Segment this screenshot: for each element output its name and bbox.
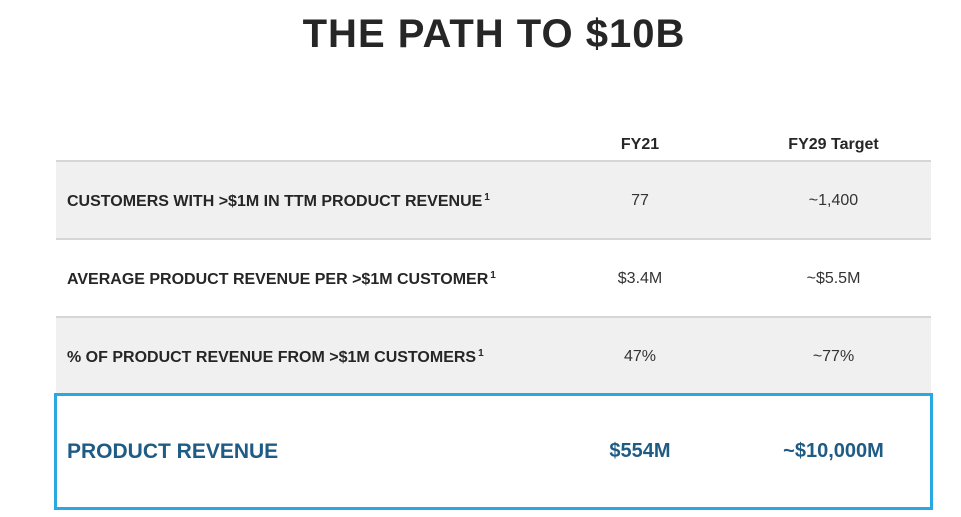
total-fy21: $554M <box>609 440 671 462</box>
page-title: THE PATH TO $10B <box>302 12 686 56</box>
table-row-revenue-share: % OF PRODUCT REVENUE FROM >$1M CUSTOMERS… <box>56 318 931 396</box>
cell-fy29: ~1,400 <box>808 192 859 209</box>
row-label: AVERAGE PRODUCT REVENUE PER >$1M CUSTOME… <box>67 270 496 288</box>
column-header-fy29-target: FY29 Target <box>788 136 879 153</box>
cell-fy29: ~$5.5M <box>806 270 861 287</box>
metrics-table: FY21 FY29 Target CUSTOMERS WITH >$1M IN … <box>56 128 931 396</box>
total-fy29: ~$10,000M <box>783 440 884 462</box>
table-row-customers: CUSTOMERS WITH >$1M IN TTM PRODUCT REVEN… <box>56 162 931 240</box>
footnote-marker: 1 <box>490 270 496 281</box>
cell-fy29: ~77% <box>812 348 855 365</box>
cell-fy21: 47% <box>623 348 657 365</box>
product-revenue-highlight-row: PRODUCT REVENUE $554M ~$10,000M <box>54 393 933 510</box>
table-row-average-revenue: AVERAGE PRODUCT REVENUE PER >$1M CUSTOME… <box>56 240 931 318</box>
column-header-fy21: FY21 <box>620 136 660 153</box>
cell-fy21: 77 <box>631 192 649 209</box>
row-label: % OF PRODUCT REVENUE FROM >$1M CUSTOMERS… <box>67 348 484 366</box>
footnote-marker: 1 <box>478 348 484 359</box>
row-label: CUSTOMERS WITH >$1M IN TTM PRODUCT REVEN… <box>67 192 490 210</box>
footnote-marker: 1 <box>484 192 490 203</box>
table-header: FY21 FY29 Target <box>56 128 931 162</box>
total-label: PRODUCT REVENUE <box>67 440 279 463</box>
cell-fy21: $3.4M <box>617 270 663 287</box>
